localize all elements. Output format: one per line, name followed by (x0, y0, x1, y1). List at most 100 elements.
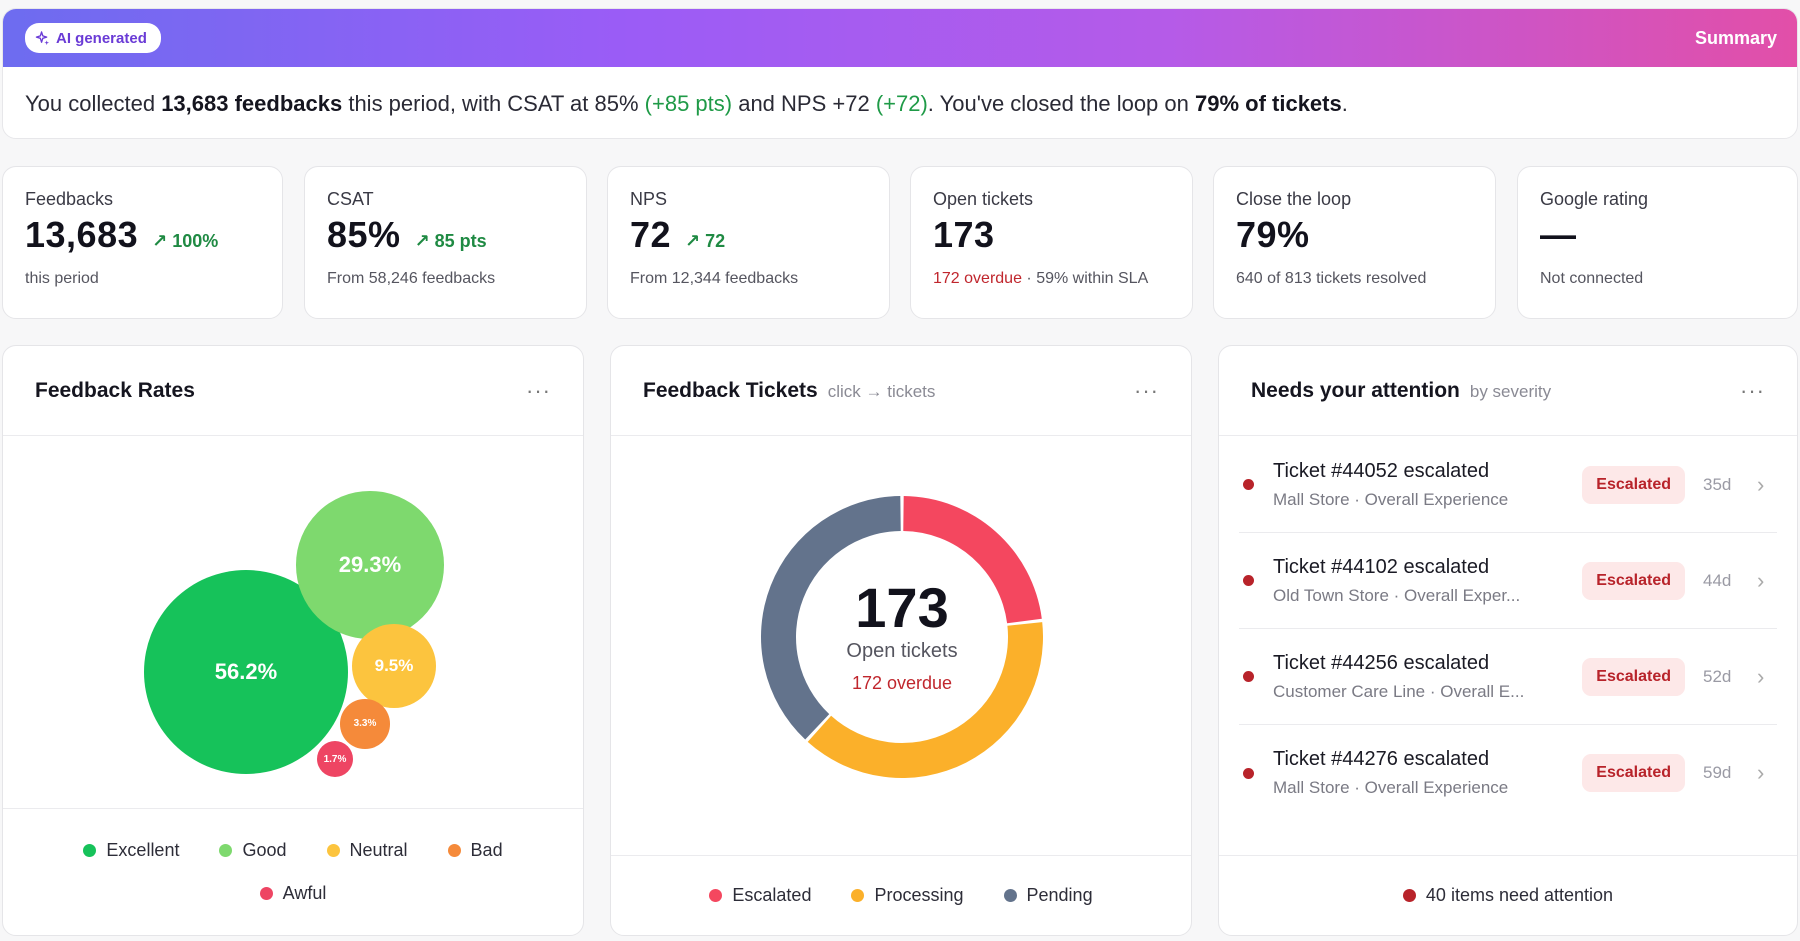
ticket-age: 44d (1703, 570, 1732, 590)
feedback-rates-panel: Feedback Rates ··· 56.2% 29.3% 9.5% 3.3% 1.7… (2, 345, 584, 936)
legend-item-good[interactable]: Good (219, 840, 287, 861)
kpi-card-close-the-loop[interactable]: Close the loop 79% 640 of 813 tickets re… (1213, 166, 1496, 319)
chevron-right-icon: › (1757, 567, 1765, 593)
needs-attention-panel: Needs your attention by severity ··· Tick… (1218, 345, 1798, 936)
donut-slice-pending[interactable] (760, 496, 901, 740)
severity-dot (1243, 575, 1254, 586)
panel-title: Feedback Tickets click → tickets (643, 379, 935, 403)
attention-item[interactable]: Ticket #44102 escalated Old Town Store · … (1239, 533, 1777, 629)
chevron-right-icon: › (1757, 471, 1765, 497)
panel-header: Feedback Tickets click → tickets ··· (611, 346, 1191, 436)
legend-label: Pending (1026, 885, 1093, 905)
legend-swatch (447, 844, 461, 857)
summary-csat-delta: (+85 pts) (644, 90, 733, 116)
panel-hint: click → tickets (827, 381, 936, 401)
bubble-neutral[interactable]: 9.5% (352, 624, 436, 708)
ai-generated-badge: AI generated (25, 23, 161, 53)
bubble-good[interactable]: 29.3% (296, 491, 444, 639)
chart-legend: Excellent Good Neutral Bad Awful (3, 808, 583, 935)
attention-item[interactable]: Ticket #44276 escalated Mall Store · Over… (1239, 725, 1777, 821)
legend-label: Awful (282, 883, 327, 903)
legend-label: Escalated (732, 885, 812, 905)
bubble-awful[interactable]: 1.7% (317, 741, 353, 777)
kpi-label: Open tickets (933, 189, 1034, 209)
kpi-value: 13,683 (25, 214, 139, 255)
legend-item-processing[interactable]: Processing (851, 885, 964, 906)
attention-count: 40 items need attention (1425, 885, 1614, 905)
legend-swatch (326, 844, 340, 857)
summary-text-part: . (1341, 90, 1348, 116)
kpi-delta: ↗ 72 (685, 231, 726, 251)
kpi-delta: ↗ 100% (152, 231, 219, 251)
panel-title-text: Feedback Tickets (643, 378, 818, 402)
kpi-card-feedbacks[interactable]: Feedbacks 13,683 ↗ 100% this period (2, 166, 283, 319)
kpi-sub: this period (25, 270, 99, 287)
kpi-overdue: 172 overdue (933, 270, 1022, 287)
panel-title-text: Needs your attention (1251, 378, 1460, 402)
status-badge: Escalated (1582, 465, 1685, 504)
ticket-title: Ticket #44102 escalated (1273, 555, 1490, 578)
legend-swatch (83, 844, 97, 857)
kpi-sub: From 12,344 feedbacks (630, 270, 799, 287)
summary-nps-delta: (+72) (875, 90, 928, 116)
legend-swatch (709, 889, 723, 902)
ai-summary-card: AI generated Summary You collected 13,68… (2, 8, 1798, 139)
more-options-icon[interactable]: ··· (1134, 377, 1159, 403)
summary-text-part: . You've closed the loop on (927, 90, 1195, 116)
summary-header: AI generated Summary (3, 9, 1797, 67)
status-badge: Escalated (1582, 657, 1685, 696)
attention-item[interactable]: Ticket #44052 escalated Mall Store · Over… (1239, 437, 1777, 533)
legend-swatch (1003, 889, 1017, 902)
kpi-card-csat[interactable]: CSAT 85% ↗ 85 pts From 58,246 feedbacks (304, 166, 587, 319)
more-options-icon[interactable]: ··· (1740, 377, 1765, 403)
kpi-label: Feedbacks (25, 189, 114, 209)
legend-label: Excellent (106, 840, 180, 860)
ticket-title: Ticket #44052 escalated (1273, 459, 1490, 482)
legend-swatch (259, 887, 273, 900)
donut-slice-processing[interactable] (807, 622, 1043, 778)
bubble-bad[interactable]: 3.3% (340, 699, 390, 749)
panel-hint: by severity (1469, 381, 1552, 401)
panel-title: Feedback Rates (35, 378, 195, 402)
kpi-sla: · 59% within SLA (1021, 270, 1149, 287)
ticket-title: Ticket #44276 escalated (1273, 748, 1490, 770)
attention-item[interactable]: Ticket #44256 escalated Customer Care Lin… (1239, 629, 1777, 725)
chart-legend: Escalated Processing Pending (611, 855, 1191, 935)
kpi-label: Close the loop (1236, 189, 1352, 209)
legend-item-pending[interactable]: Pending (1003, 885, 1093, 906)
donut-center-label: Open tickets (846, 640, 957, 662)
summary-loop-value: 79% of tickets (1195, 90, 1342, 116)
severity-dot (1243, 767, 1254, 779)
summary-feedback-count: 13,683 feedbacks (161, 90, 343, 116)
legend-item-bad[interactable]: Bad (447, 840, 503, 861)
severity-dot (1243, 479, 1254, 490)
bubble-chart: 56.2% 29.3% 9.5% 3.3% 1.7% (3, 437, 583, 817)
legend-item-excellent[interactable]: Excellent (83, 840, 179, 861)
kpi-value: — (1540, 214, 1577, 255)
kpi-delta: ↗ 85 pts (414, 231, 487, 251)
kpi-card-nps[interactable]: NPS 72 ↗ 72 From 12,344 feedbacks (607, 166, 890, 319)
chevron-right-icon: › (1757, 760, 1765, 785)
legend-label: Bad (470, 840, 503, 860)
legend-item-neutral[interactable]: Neutral (326, 840, 408, 861)
ticket-age: 59d (1703, 763, 1732, 782)
summary-text-part: You collected (25, 90, 162, 116)
legend-label: Processing (874, 885, 964, 905)
kpi-card-open-tickets[interactable]: Open tickets 173 172 overdue · 59% withi… (910, 166, 1193, 319)
legend-item-escalated[interactable]: Escalated (709, 885, 811, 906)
attention-footer[interactable]: 40 items need attention (1219, 855, 1797, 935)
donut-slice-escalated[interactable] (903, 496, 1042, 624)
legend-label: Good (242, 840, 287, 860)
legend-swatch (851, 889, 865, 902)
more-options-icon[interactable]: ··· (526, 377, 551, 403)
summary-label: Summary (1694, 27, 1777, 48)
attention-summary: 40 items need attention (1402, 885, 1614, 906)
legend-item-awful[interactable]: Awful (259, 883, 327, 904)
kpi-label: CSAT (327, 189, 374, 209)
kpi-card-google-rating[interactable]: Google rating — Not connected (1517, 166, 1798, 319)
kpi-label: NPS (630, 189, 668, 209)
kpi-value: 79% (1236, 214, 1310, 255)
kpi-value: 72 (630, 214, 672, 255)
donut-center-sub: 172 overdue (852, 673, 952, 693)
